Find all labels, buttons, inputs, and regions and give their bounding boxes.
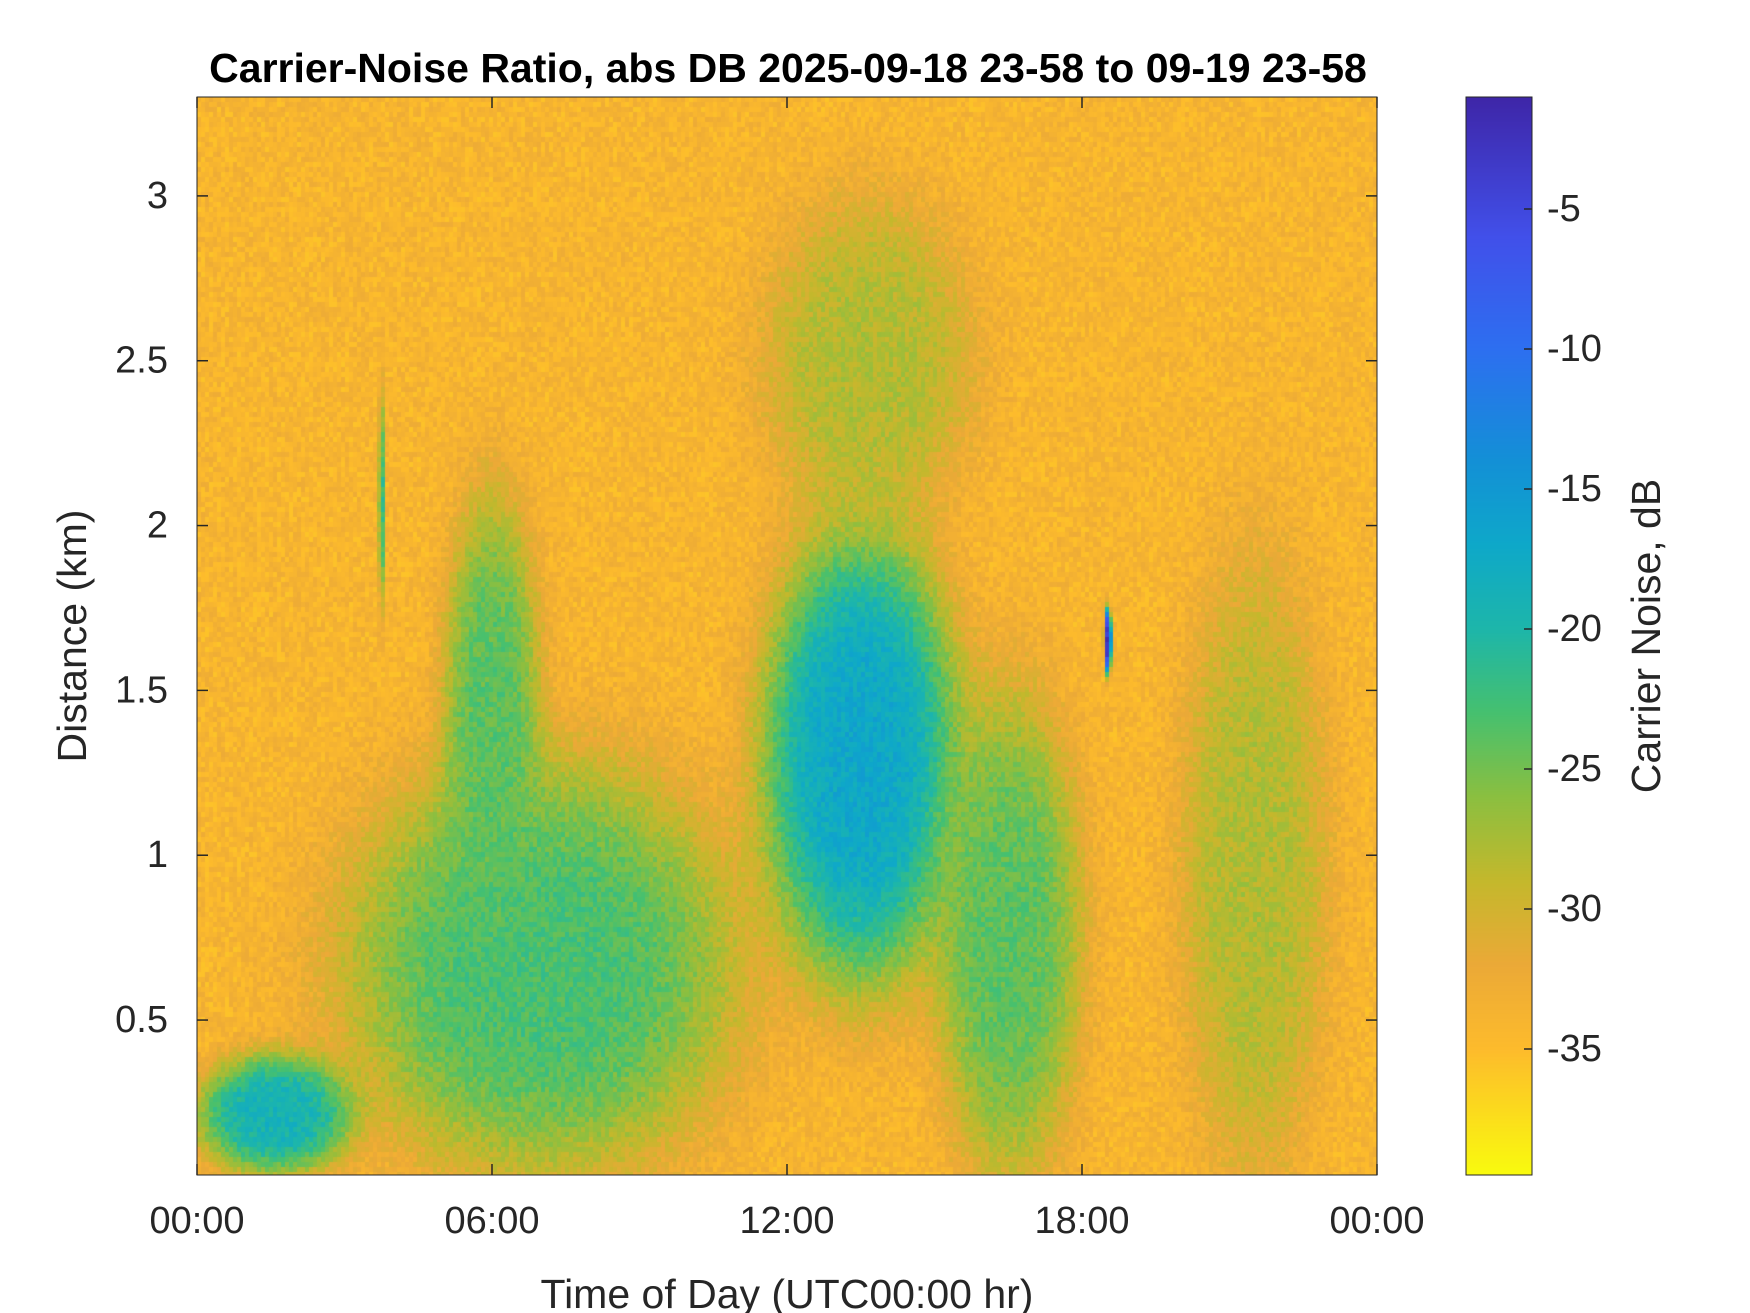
colorbar-tick-label: -15 bbox=[1547, 468, 1602, 510]
y-axis-label: Distance (km) bbox=[49, 510, 95, 763]
x-tick-label: 06:00 bbox=[444, 1200, 539, 1242]
y-axis: 0.5 1 1.5 2 2.5 3 bbox=[115, 175, 1377, 1041]
colorbar-tick-label: -35 bbox=[1547, 1028, 1602, 1070]
x-tick-label: 00:00 bbox=[149, 1200, 244, 1242]
x-tick-label: 18:00 bbox=[1034, 1200, 1129, 1242]
y-tick-label: 1.5 bbox=[115, 669, 168, 711]
y-tick-label: 1 bbox=[147, 834, 168, 876]
colorbar-tick-label: -5 bbox=[1547, 188, 1581, 230]
chart-title: Carrier-Noise Ratio, abs DB 2025-09-18 2… bbox=[209, 45, 1367, 91]
x-axis-label: Time of Day (UTC00:00 hr) bbox=[541, 1271, 1034, 1313]
heatmap-canvas bbox=[197, 97, 1377, 1175]
colorbar-tick-label: -10 bbox=[1547, 328, 1602, 370]
x-axis: 00:00 06:00 12:00 18:00 00:00 bbox=[149, 97, 1425, 1242]
y-tick-label: 3 bbox=[147, 175, 168, 217]
colorbar-gradient bbox=[1466, 97, 1532, 1175]
colorbar-tick-label: -25 bbox=[1547, 748, 1602, 790]
x-tick-label: 00:00 bbox=[1329, 1200, 1424, 1242]
y-tick-label: 2 bbox=[147, 505, 168, 547]
y-tick-label: 0.5 bbox=[115, 999, 168, 1041]
colorbar-ticks: -5 -10 -15 -20 -25 -30 -35 bbox=[1524, 188, 1602, 1070]
colorbar-label: Carrier Noise, dB bbox=[1623, 479, 1669, 793]
colorbar-tick-label: -20 bbox=[1547, 608, 1602, 650]
colorbar-tick-label: -30 bbox=[1547, 888, 1602, 930]
y-tick-label: 2.5 bbox=[115, 340, 168, 382]
colorbar-frame bbox=[1465, 96, 1533, 1176]
x-tick-label: 12:00 bbox=[739, 1200, 834, 1242]
